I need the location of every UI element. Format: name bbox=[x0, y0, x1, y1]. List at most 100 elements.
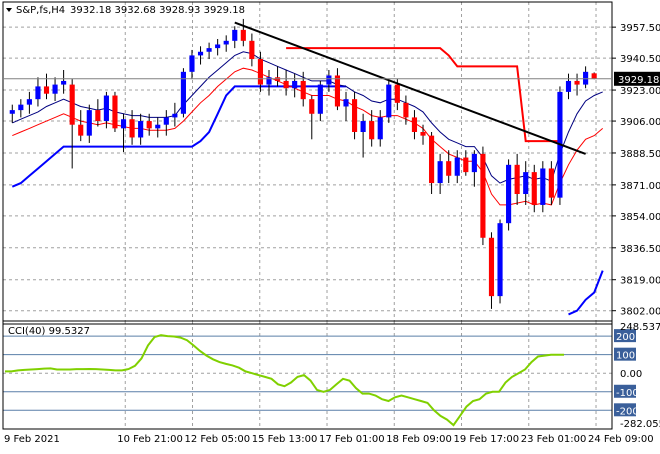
candle-bull bbox=[197, 51, 204, 56]
candle-bull bbox=[52, 84, 58, 94]
main-frame bbox=[2, 1, 613, 325]
time-label: 12 Feb 05:00 bbox=[185, 434, 251, 445]
symbol-label: S&P,fs,H4 bbox=[16, 5, 65, 16]
candle-bull bbox=[223, 40, 229, 45]
price-tick-label: 3871.00 bbox=[620, 181, 660, 192]
candle-bull bbox=[497, 223, 503, 297]
candle-bull bbox=[343, 99, 349, 107]
price-tick-label: 3819.00 bbox=[620, 276, 660, 287]
cci-level-badge bbox=[614, 384, 636, 398]
cci-level-badge bbox=[614, 329, 636, 343]
candle-bear bbox=[403, 102, 409, 118]
candle-bear bbox=[351, 99, 358, 132]
candle-bull bbox=[103, 95, 109, 122]
candle-bull bbox=[189, 55, 195, 72]
price-tick-label: 3888.50 bbox=[620, 149, 660, 160]
price-tick-label: 3836.50 bbox=[620, 244, 660, 255]
candle-bear bbox=[531, 172, 537, 205]
candle-bear bbox=[420, 132, 426, 136]
candle-bull bbox=[360, 121, 366, 132]
candle-bull bbox=[326, 75, 332, 85]
candle-bear bbox=[514, 164, 520, 194]
candle-bear bbox=[548, 168, 554, 198]
candle-bear bbox=[43, 86, 50, 94]
candle-bear bbox=[480, 153, 486, 238]
candle-bear bbox=[283, 80, 289, 89]
time-label: 18 Feb 09:00 bbox=[386, 434, 452, 445]
candle-bear bbox=[146, 121, 152, 129]
candle-bear bbox=[95, 110, 101, 122]
candle-bear bbox=[78, 124, 84, 136]
candle-bull bbox=[317, 84, 323, 114]
candle-bull bbox=[86, 110, 92, 136]
current-price-badge bbox=[614, 71, 660, 86]
cci-level-badge bbox=[614, 403, 636, 417]
dropdown-triangle-icon bbox=[6, 8, 12, 12]
candle-bear bbox=[300, 80, 306, 100]
price-tick-label: 3802.00 bbox=[620, 307, 660, 318]
candle-bull bbox=[206, 48, 212, 52]
cci-frame bbox=[2, 320, 613, 430]
cci-max-label: 248.5374 bbox=[620, 322, 660, 333]
candle-bear bbox=[334, 75, 341, 107]
candle-bull bbox=[292, 80, 298, 89]
trendline bbox=[234, 21, 586, 155]
candle-bull bbox=[26, 99, 32, 105]
candle-bull bbox=[266, 77, 272, 85]
cci-title: CCI(40) 99.5327 bbox=[8, 326, 90, 337]
candle-bull bbox=[120, 119, 127, 129]
candle-bear bbox=[574, 80, 580, 85]
indicator-line bbox=[286, 47, 560, 143]
candle-bull bbox=[172, 113, 178, 118]
cci-level-label: -200 bbox=[616, 406, 639, 417]
cci-level-label: -100 bbox=[616, 388, 639, 399]
candle-bull bbox=[163, 117, 169, 125]
candle-bull bbox=[18, 104, 24, 111]
cci-min-label: -282.0558 bbox=[620, 419, 660, 430]
time-label: 10 Feb 21:00 bbox=[117, 434, 183, 445]
candle-bull bbox=[138, 121, 144, 138]
candle-bear bbox=[446, 161, 452, 176]
indicator-line bbox=[12, 67, 604, 206]
time-label: 15 Feb 13:00 bbox=[252, 434, 318, 445]
candle-bear bbox=[394, 84, 400, 103]
cci-zero-label: 0.00 bbox=[620, 369, 642, 380]
indicator-line bbox=[12, 51, 603, 184]
candle-bull bbox=[232, 29, 238, 41]
time-label: 17 Feb 01:00 bbox=[319, 434, 385, 445]
cci-level-label: 100 bbox=[616, 351, 635, 362]
candle-bull bbox=[61, 80, 67, 85]
price-tick-label: 3854.00 bbox=[620, 212, 660, 223]
candle-bull bbox=[565, 80, 572, 92]
candle-bull bbox=[471, 153, 477, 173]
candle-bull bbox=[386, 84, 392, 118]
price-tick-label: 3957.50 bbox=[620, 23, 660, 34]
candle-bear bbox=[257, 59, 264, 85]
candle-bull bbox=[155, 124, 161, 129]
candle-bear bbox=[591, 73, 597, 79]
candle-bull bbox=[9, 110, 15, 114]
time-label: 9 Feb 2021 bbox=[4, 434, 60, 445]
candle-bull bbox=[583, 71, 589, 85]
candle-bull bbox=[540, 168, 546, 205]
candle-bull bbox=[180, 71, 186, 114]
candle-bull bbox=[437, 161, 443, 184]
cci-line bbox=[5, 334, 565, 427]
candle-bear bbox=[309, 99, 315, 114]
cci-level-label: 200 bbox=[616, 332, 635, 343]
candle-bear bbox=[240, 29, 246, 41]
candle-bull bbox=[506, 164, 512, 224]
indicator-line bbox=[11, 85, 346, 188]
current-price-label: 3929.18 bbox=[618, 75, 659, 86]
candle-bear bbox=[463, 157, 469, 173]
candle-bull bbox=[454, 157, 460, 176]
candle-bear bbox=[429, 135, 435, 184]
candle-bull bbox=[523, 172, 529, 194]
time-label: 24 Feb 09:00 bbox=[588, 434, 654, 445]
candle-bull bbox=[35, 86, 41, 100]
candle-bear bbox=[488, 237, 495, 297]
price-tick-label: 3940.50 bbox=[620, 54, 660, 65]
candle-bull bbox=[215, 44, 221, 49]
